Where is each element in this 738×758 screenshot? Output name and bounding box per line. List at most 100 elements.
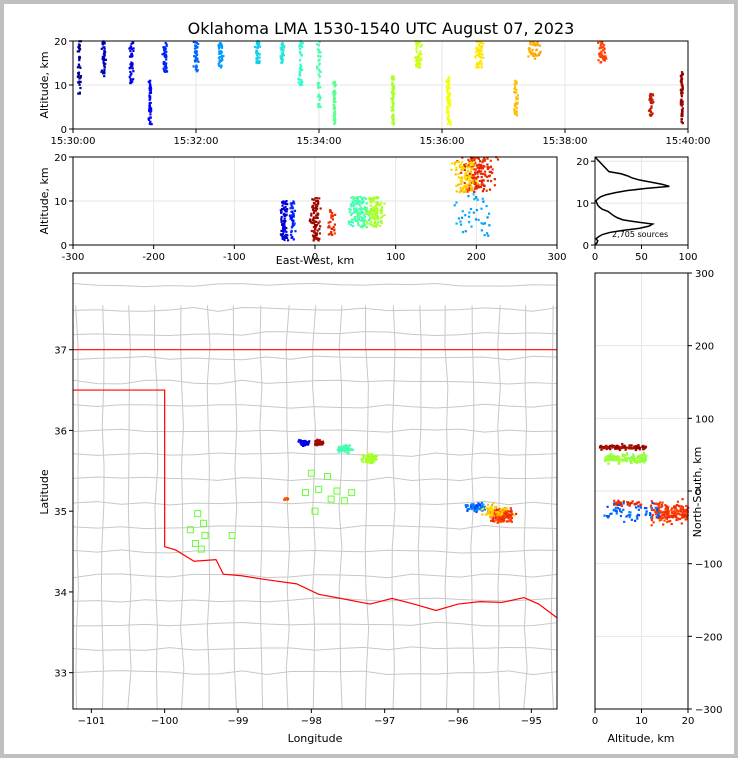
ew-altitude-point <box>353 211 357 214</box>
time-height-point <box>256 54 259 57</box>
altitude-ns-point <box>621 460 624 463</box>
x-tick-label: −100 <box>151 716 178 727</box>
lightning-source-point <box>343 449 347 452</box>
ew-altitude-point <box>463 165 467 168</box>
ew-altitude-point <box>310 212 313 215</box>
time-height-point <box>600 40 603 43</box>
ew-altitude-point <box>352 204 356 207</box>
time-height-point <box>392 103 395 106</box>
time-height-point <box>649 96 652 99</box>
ew-altitude-point <box>309 218 312 221</box>
ew-altitude-point <box>283 238 286 242</box>
lightning-source-point <box>510 520 513 523</box>
time-height-point <box>101 57 105 60</box>
ew-altitude-point <box>311 198 314 201</box>
time-height-point <box>447 100 450 103</box>
ew-altitude-point <box>331 233 334 237</box>
time-height-point <box>392 78 396 81</box>
time-height-point <box>650 101 653 104</box>
time-height-point <box>415 58 419 61</box>
ew-altitude-point <box>368 196 371 200</box>
altitude-ns-point <box>635 502 638 506</box>
time-height-point <box>147 117 150 120</box>
lightning-source-point <box>475 510 478 514</box>
altitude-ns-point <box>609 445 612 448</box>
y-tick-label: 100 <box>695 414 714 425</box>
ew-altitude-point <box>293 222 296 225</box>
ew-altitude-point <box>458 164 461 167</box>
x-tick-label: −97 <box>374 716 395 727</box>
lightning-source-point <box>509 515 512 518</box>
time-height-point <box>193 47 197 50</box>
ew-altitude-point <box>292 224 296 227</box>
lightning-source-point <box>495 517 498 520</box>
ew-altitude-point <box>283 221 286 225</box>
ew-altitude-point <box>373 211 376 214</box>
lightning-source-point <box>318 439 321 442</box>
time-height-point <box>149 116 152 119</box>
ew-altitude-point <box>468 211 471 214</box>
altitude-ns-point <box>600 444 603 448</box>
time-height-point <box>447 96 450 99</box>
lightning-source-point <box>305 443 308 446</box>
lightning-source-point <box>476 508 479 511</box>
lightning-source-point <box>346 444 349 447</box>
altitude-ns-point <box>675 518 678 522</box>
time-height-point <box>392 83 395 86</box>
lightning-source-point <box>344 445 347 448</box>
altitude-ns-point <box>650 508 653 512</box>
ew-altitude-point <box>455 201 458 204</box>
lightning-source-point <box>300 440 303 444</box>
time-height-point <box>78 77 81 80</box>
ew-altitude-point <box>327 226 330 229</box>
altitude-ns-point <box>603 514 606 517</box>
altitude-ns-point <box>621 454 624 457</box>
county-boundary <box>72 500 558 506</box>
ew-altitude-point <box>488 188 492 191</box>
ew-altitude-point <box>470 225 473 228</box>
time-height-point <box>651 112 654 115</box>
source-count-annotation: 2,705 sources <box>612 230 668 239</box>
ew-altitude-point <box>354 202 357 206</box>
ew-altitude-point <box>486 157 489 160</box>
altitude-ns-xlabel: Altitude, km <box>607 732 674 745</box>
ew-altitude-point <box>314 226 317 230</box>
altitude-ns-point <box>633 459 636 462</box>
time-height-point <box>333 85 336 88</box>
time-height-point <box>165 44 168 48</box>
ew-altitude-point <box>329 220 332 224</box>
lightning-source-point <box>302 443 305 447</box>
x-tick-label: 15:30:00 <box>51 136 96 147</box>
altitude-ns-point <box>626 500 629 504</box>
time-height-point <box>100 69 104 72</box>
altitude-ns-point <box>607 446 610 449</box>
ew-altitude-point <box>380 210 383 213</box>
time-height-point <box>217 64 221 67</box>
lightning-source-point <box>494 518 498 522</box>
time-height-point <box>649 109 652 113</box>
lightning-source-point <box>284 498 288 501</box>
ew-altitude-point <box>359 215 362 218</box>
time-height-point <box>513 91 516 94</box>
lightning-source-point <box>321 440 325 443</box>
time-height-point <box>392 109 395 112</box>
lightning-source-point <box>317 440 320 443</box>
lightning-source-point <box>300 443 303 446</box>
ew-altitude-point <box>281 201 284 204</box>
altitude-ns-point <box>617 447 621 450</box>
lightning-source-point <box>371 457 374 460</box>
altitude-ns-point <box>662 523 665 526</box>
time-height-point <box>79 75 82 79</box>
lightning-source-point <box>368 453 372 456</box>
lightning-source-point <box>492 517 495 520</box>
ew-altitude-point <box>315 197 318 200</box>
lightning-source-point <box>502 507 505 510</box>
ew-altitude-point <box>283 223 286 226</box>
time-height-point <box>599 40 602 43</box>
ew-altitude-point <box>317 200 320 203</box>
time-height-point <box>279 56 282 59</box>
ew-altitude-point <box>374 214 378 217</box>
altitude-ns-point <box>642 447 645 450</box>
ew-altitude-point <box>482 200 485 203</box>
ew-altitude-point <box>482 179 485 182</box>
